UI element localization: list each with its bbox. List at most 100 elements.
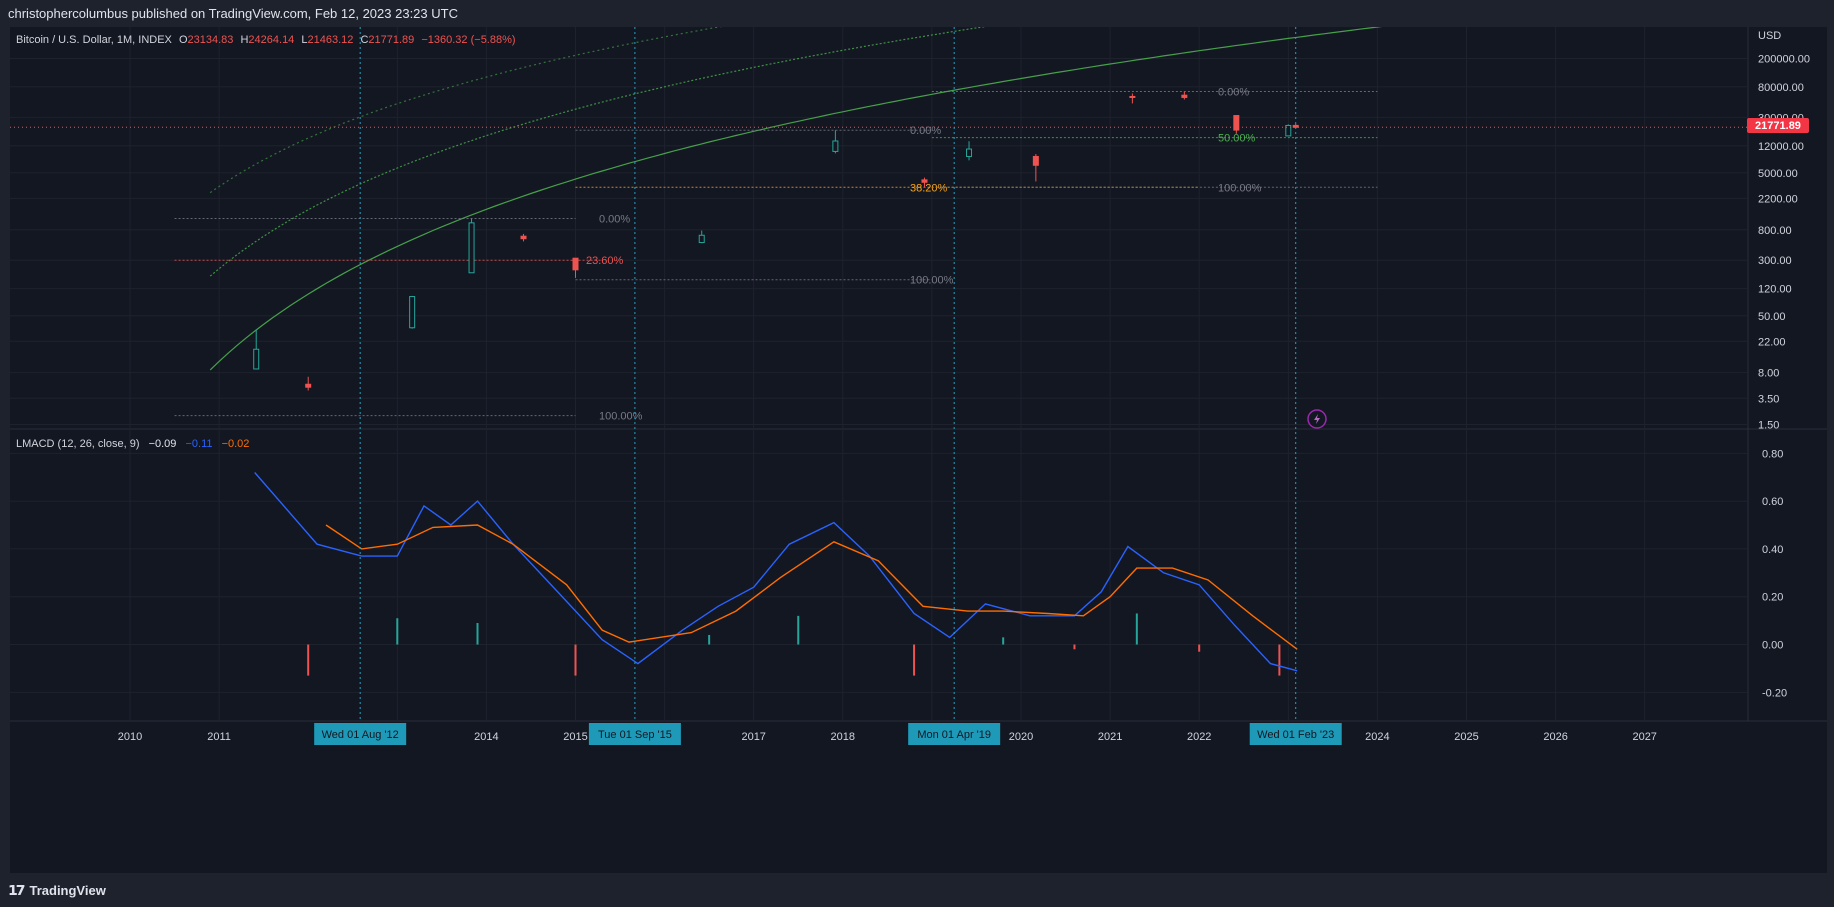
macd-tick-label: 0.60 <box>1762 496 1783 508</box>
legend-line: Bitcoin / U.S. Dollar, 1M, INDEX O23134.… <box>16 34 516 46</box>
legend-c-label: C <box>360 34 368 46</box>
legend-close: 21771.89 <box>368 34 414 46</box>
candle-body <box>1285 124 1292 137</box>
date-marker-label: Wed 01 Aug '12 <box>322 729 399 741</box>
price-badge-text: 21771.89 <box>1755 120 1801 132</box>
time-tick-label: 2018 <box>831 731 855 743</box>
price-tick-label: 2200.00 <box>1758 193 1798 205</box>
legend-high: 24264.14 <box>248 34 294 46</box>
candle-body <box>305 383 312 388</box>
date-marker-badge <box>908 723 1001 745</box>
candle-body <box>409 296 416 329</box>
price-tick-label: 1.50 <box>1758 420 1779 432</box>
candle-body <box>1181 94 1188 98</box>
price-axis[interactable]: 200000.0080000.0030000.0012000.005000.00… <box>1758 54 1810 700</box>
date-marker-label: Tue 01 Sep '15 <box>598 729 672 741</box>
indicator-hist-value: −0.09 <box>149 438 177 450</box>
price-tick-label: 22.00 <box>1758 336 1786 348</box>
fib-level-label: 23.60% <box>586 255 624 267</box>
macd-line <box>254 472 1298 672</box>
price-tick-label: 80000.00 <box>1758 82 1804 94</box>
indicator-signal-value: −0.02 <box>222 438 250 450</box>
price-badge: 21771.89 <box>1747 118 1809 133</box>
candlestick-series <box>253 91 1299 391</box>
price-tick-label: 800.00 <box>1758 225 1792 237</box>
indicator-legend: LMACD (12, 26, close, 9) −0.09 −0.11 −0.… <box>16 438 249 450</box>
grid <box>10 27 1827 722</box>
axis-currency[interactable]: USD <box>1758 30 1781 42</box>
time-tick-label: 2021 <box>1098 731 1122 743</box>
time-tick-label: 2011 <box>207 731 231 743</box>
signal-line <box>325 524 1298 650</box>
price-tick-label: 8.00 <box>1758 368 1779 380</box>
fib-level-label: 50.00% <box>1218 133 1256 145</box>
price-tick-label: 200000.00 <box>1758 54 1810 66</box>
footer[interactable]: 𝟭𝟳 TradingView <box>8 880 106 900</box>
fib-level-label: 0.00% <box>599 214 630 226</box>
candle-body <box>1032 155 1039 166</box>
fib-level-label: 0.00% <box>1218 87 1249 99</box>
candle-body <box>572 257 579 271</box>
candle-body <box>966 148 973 157</box>
candle-body <box>520 235 527 240</box>
footer-brand: TradingView <box>29 882 106 898</box>
date-marker-label: Mon 01 Apr '19 <box>917 729 991 741</box>
time-tick-label: 2024 <box>1365 731 1389 743</box>
date-marker-lines <box>359 27 1297 721</box>
time-tick-label: 2017 <box>741 731 765 743</box>
candle-body <box>832 140 839 152</box>
candle-body <box>1129 95 1136 98</box>
regression-curves <box>209 27 1383 371</box>
candle-body <box>921 179 928 183</box>
regression-curve-mid <box>209 27 987 277</box>
macd-pane <box>254 472 1298 676</box>
lightning-icon[interactable] <box>1307 409 1327 429</box>
price-tick-label: 50.00 <box>1758 311 1786 323</box>
date-marker-label: Wed 01 Feb '23 <box>1257 729 1334 741</box>
tradingview-logo-icon: 𝟭𝟳 <box>8 881 26 898</box>
indicator-name: LMACD (12, 26, close, 9) <box>16 438 140 450</box>
date-marker-badge <box>1249 723 1342 745</box>
time-tick-label: 2025 <box>1454 731 1478 743</box>
macd-tick-label: 0.80 <box>1762 448 1783 460</box>
fib-level-label: 100.00% <box>1218 182 1262 194</box>
macd-tick-label: 0.20 <box>1762 592 1783 604</box>
price-tick-label: 5000.00 <box>1758 168 1798 180</box>
time-axis[interactable]: 2010201120201420152017201820202021202220… <box>118 723 1657 745</box>
regression-curve-base <box>209 27 1383 371</box>
fib-level-label: 0.00% <box>910 125 941 137</box>
price-tick-label: 300.00 <box>1758 255 1792 267</box>
time-tick-label: 2022 <box>1187 731 1211 743</box>
time-tick-label: 2015 <box>563 731 587 743</box>
fib-retracements: 0.00% 23.60% 100.00% 0.00% 100.00% 38.20% 0.00… <box>174 87 1378 423</box>
time-tick-label: 2026 <box>1543 731 1567 743</box>
time-tick-label: 2010 <box>118 731 142 743</box>
candle-body <box>1233 115 1240 131</box>
price-tick-label: 120.00 <box>1758 284 1792 296</box>
fib-level-label: 38.20% <box>910 182 948 194</box>
date-marker-badge <box>588 723 681 745</box>
publisher-line: christophercolumbus published on Trading… <box>8 6 458 21</box>
candle-body <box>253 348 260 370</box>
legend-low: 21463.12 <box>308 34 354 46</box>
time-tick-label: 2027 <box>1632 731 1656 743</box>
candle-body <box>468 222 475 274</box>
macd-tick-label: 0.40 <box>1762 544 1783 556</box>
candle-body <box>698 234 705 244</box>
legend-open: 23134.83 <box>188 34 234 46</box>
macd-tick-label: -0.20 <box>1762 687 1787 699</box>
fib-level-label: 100.00% <box>910 275 954 287</box>
fib-level-label: 100.00% <box>599 411 643 423</box>
legend-l-label: L <box>301 34 307 46</box>
legend-change: −1360.32 (−5.88%) <box>421 34 515 46</box>
legend-o-label: O <box>179 34 188 46</box>
time-tick-label: 2020 <box>1009 731 1033 743</box>
macd-tick-label: 0.00 <box>1762 640 1783 652</box>
time-tick-label: 2014 <box>474 731 498 743</box>
regression-curve-top <box>209 27 723 194</box>
legend-symbol: Bitcoin / U.S. Dollar, 1M, INDEX <box>16 34 173 46</box>
price-tick-label: 12000.00 <box>1758 141 1804 153</box>
price-tick-label: 3.50 <box>1758 393 1779 405</box>
chart-svg[interactable]: 0.00% 23.60% 100.00% 0.00% 100.00% 38.20% 0.00… <box>10 27 1827 873</box>
legend-h-label: H <box>240 34 248 46</box>
